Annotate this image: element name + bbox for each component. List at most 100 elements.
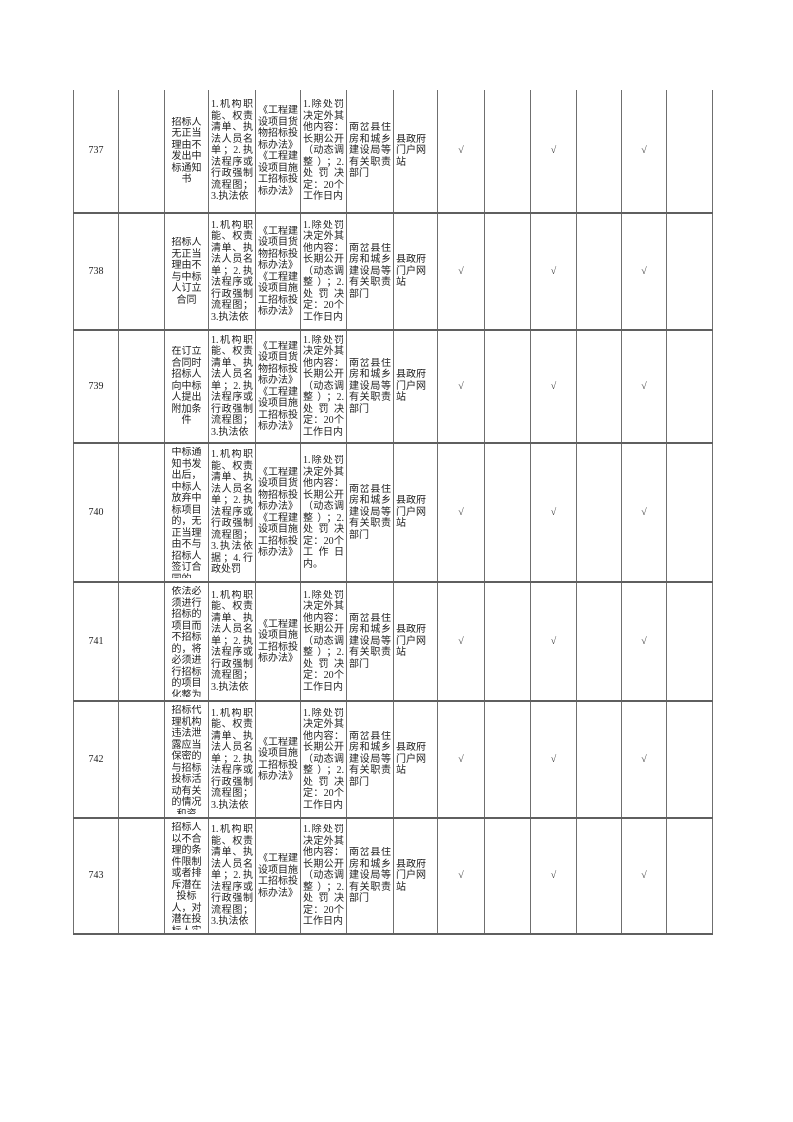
notes-cell (118, 700, 165, 819)
check-cell: √ (530, 700, 577, 819)
blank-cell (576, 442, 622, 583)
publish-channel-cell: 县政府门户网站 (393, 329, 438, 444)
table-row: 742 招标代理机构违法泄露应当保密的与招标投标活动有关的情况和资料，或者与招标… (73, 700, 713, 819)
regulation-text: 《工程建设项目货物招标投标办法》《工程建设项目施工招标投标办法》 (258, 105, 298, 197)
publicity-rule-cell: 1.除处罚决定外其他内容：长期公开（动态调整）；2.处罚决定：20个工作日内 (300, 581, 347, 702)
power-name-cell: 招标人无正当理由不与中标人订立合同 (164, 212, 209, 331)
basis-items-text: 1.机构职能、权责清单、执法人员名单；2.执法程序或行政强制流程图；3.执法依 (211, 219, 253, 323)
blank-cell (666, 581, 713, 702)
blank-cell (666, 817, 713, 935)
regulation-basis-cell: 《工程建设项目货物招标投标办法》《工程建设项目施工招标投标办法》 (255, 212, 301, 331)
publicity-text: 1.除处罚决定外其他内容：长期公开（动态调整）；2.处罚决定：20个工作日内 (303, 707, 344, 811)
department-text: 南岔县住房和城乡建设局等有关职责部门 (349, 242, 391, 300)
check-cell: √ (437, 581, 485, 702)
responsible-department-cell: 南岔县住房和城乡建设局等有关职责部门 (346, 90, 394, 214)
blank-cell (484, 212, 531, 331)
basis-items-text: 1.机构职能、权责清单、执法人员名单；2.执法程序或行政强制流程图；3.执法依 (211, 707, 253, 811)
publish-channel-cell: 县政府门户网站 (393, 581, 438, 702)
department-text: 南岔县住房和城乡建设局等有关职责部门 (349, 730, 391, 788)
department-text: 南岔县住房和城乡建设局等有关职责部门 (349, 847, 391, 905)
channel-text: 县政府门户网站 (396, 133, 426, 168)
powers-publicity-table: 737 招标人无正当理由不发出中标通知书 1.机构职能、权责清单、执法人员名单；… (73, 90, 713, 935)
blank-cell (666, 700, 713, 819)
channel-text: 县政府门户网站 (396, 369, 426, 404)
blank-cell (484, 90, 531, 214)
publish-channel-cell: 县政府门户网站 (393, 212, 438, 331)
basis-items-text: 1.机构职能、权责清单、执法人员名单；2.执法程序或行政强制流程图；3.执法依 (211, 99, 253, 203)
publicity-text: 1.除处罚决定外其他内容：长期公开（动态调整）；2.处罚决定：20个工作日内 (303, 824, 344, 928)
basis-items-text: 1.机构职能、权责清单、执法人员名单；2.执法程序或行政强制流程图；3.执法依 (211, 824, 253, 928)
regulation-text: 《工程建设项目货物招标投标办法》《工程建设项目施工招标投标办法》 (258, 466, 298, 559)
channel-text: 县政府门户网站 (396, 254, 426, 289)
basis-items-text: 1.机构职能、权责清单、执法人员名单；2.执法程序或行政强制流程图；3.执法依据… (211, 449, 253, 576)
notes-cell (118, 581, 165, 702)
power-name-text: 依法必须进行招标的项目而不招标的，将必须进行招标的项目化整为零或者以其他任何方 (171, 586, 202, 697)
power-name-text: 招标代理机构违法泄露应当保密的与招标投标活动有关的情况和资料，或者与招标人、投标 (171, 705, 202, 814)
power-name-text: 招标人无正当理由不发出中标通知书 (171, 116, 202, 186)
publish-channel-cell: 县政府门户网站 (393, 817, 438, 935)
power-name-cell: 招标人以不合理的条件限制或者排斥潜在投标人，对潜在投标人实行歧视待遇，强制要求投 (164, 817, 209, 935)
publicity-text: 1.除处罚决定外其他内容：长期公开（动态调整）；2.处罚决定：20个工作日内 (303, 589, 344, 693)
publicity-rule-cell: 1.除处罚决定外其他内容：长期公开（动态调整）；2.处罚决定：20个工作日内。 (300, 442, 347, 583)
publicity-rule-cell: 1.除处罚决定外其他内容：长期公开（动态调整）；2.处罚决定：20个工作日内 (300, 212, 347, 331)
department-text: 南岔县住房和城乡建设局等有关职责部门 (349, 357, 391, 415)
check-cell: √ (530, 442, 577, 583)
responsible-department-cell: 南岔县住房和城乡建设局等有关职责部门 (346, 212, 394, 331)
blank-cell (576, 90, 622, 214)
check-cell: √ (530, 581, 577, 702)
row-number-cell: 742 (73, 700, 119, 819)
basis-items-cell: 1.机构职能、权责清单、执法人员名单；2.执法程序或行政强制流程图；3.执法依 (208, 212, 256, 331)
channel-text: 县政府门户网站 (396, 495, 426, 530)
regulation-basis-cell: 《工程建设项目施工招标投标办法》 (255, 817, 301, 935)
table-row: 741 依法必须进行招标的项目而不招标的，将必须进行招标的项目化整为零或者以其他… (73, 581, 713, 702)
regulation-text: 《工程建设项目施工招标投标办法》 (258, 853, 298, 899)
notes-cell (118, 212, 165, 331)
document-table-region: 737 招标人无正当理由不发出中标通知书 1.机构职能、权责清单、执法人员名单；… (73, 90, 713, 935)
row-number-cell: 739 (73, 329, 119, 444)
publicity-text: 1.除处罚决定外其他内容：长期公开（动态调整）；2.处罚决定：20个工作日内 (303, 99, 344, 203)
check-cell: √ (437, 817, 485, 935)
channel-text: 县政府门户网站 (396, 742, 426, 777)
regulation-text: 《工程建设项目货物招标投标办法》《工程建设项目施工招标投标办法》 (258, 225, 298, 318)
responsible-department-cell: 南岔县住房和城乡建设局等有关职责部门 (346, 329, 394, 444)
power-name-text: 招标人无正当理由不与中标人订立合同 (171, 237, 202, 306)
blank-cell (666, 212, 713, 331)
check-cell: √ (621, 581, 667, 702)
blank-cell (666, 329, 713, 444)
power-name-cell: 依法必须进行招标的项目而不招标的，将必须进行招标的项目化整为零或者以其他任何方 (164, 581, 209, 702)
blank-cell (576, 700, 622, 819)
blank-cell (666, 90, 713, 214)
basis-items-cell: 1.机构职能、权责清单、执法人员名单；2.执法程序或行政强制流程图；3.执法依据… (208, 442, 256, 583)
basis-items-text: 1.机构职能、权责清单、执法人员名单；2.执法程序或行政强制流程图；3.执法依 (211, 334, 253, 438)
publicity-rule-cell: 1.除处罚决定外其他内容：长期公开（动态调整）；2.处罚决定：20个工作日内 (300, 90, 347, 214)
check-cell: √ (621, 817, 667, 935)
blank-cell (484, 700, 531, 819)
power-name-cell: 在订立合同时招标人向中标人提出附加条件 (164, 329, 209, 444)
regulation-basis-cell: 《工程建设项目施工招标投标办法》 (255, 700, 301, 819)
publicity-text: 1.除处罚决定外其他内容：长期公开（动态调整）；2.处罚决定：20个工作日内。 (303, 455, 344, 570)
publish-channel-cell: 县政府门户网站 (393, 442, 438, 583)
power-name-cell: 招标人无正当理由不发出中标通知书 (164, 90, 209, 214)
responsible-department-cell: 南岔县住房和城乡建设局等有关职责部门 (346, 700, 394, 819)
publish-channel-cell: 县政府门户网站 (393, 90, 438, 214)
blank-cell (576, 329, 622, 444)
regulation-basis-cell: 《工程建设项目货物招标投标办法》《工程建设项目施工招标投标办法》 (255, 90, 301, 214)
table-row: 743 招标人以不合理的条件限制或者排斥潜在投标人，对潜在投标人实行歧视待遇，强… (73, 817, 713, 935)
check-cell: √ (437, 329, 485, 444)
check-cell: √ (437, 442, 485, 583)
row-number-cell: 738 (73, 212, 119, 331)
regulation-basis-cell: 《工程建设项目施工招标投标办法》 (255, 581, 301, 702)
row-number-cell: 737 (73, 90, 119, 214)
notes-cell (118, 90, 165, 214)
regulation-basis-cell: 《工程建设项目货物招标投标办法》《工程建设项目施工招标投标办法》 (255, 329, 301, 444)
power-name-text: 招标人以不合理的条件限制或者排斥潜在投标人，对潜在投标人实行歧视待遇，强制要求投 (171, 822, 202, 930)
notes-cell (118, 817, 165, 935)
check-cell: √ (621, 329, 667, 444)
row-number-cell: 743 (73, 817, 119, 935)
publish-channel-cell: 县政府门户网站 (393, 700, 438, 819)
row-number-cell: 741 (73, 581, 119, 702)
check-cell: √ (437, 700, 485, 819)
row-number-cell: 740 (73, 442, 119, 583)
check-cell: √ (621, 700, 667, 819)
